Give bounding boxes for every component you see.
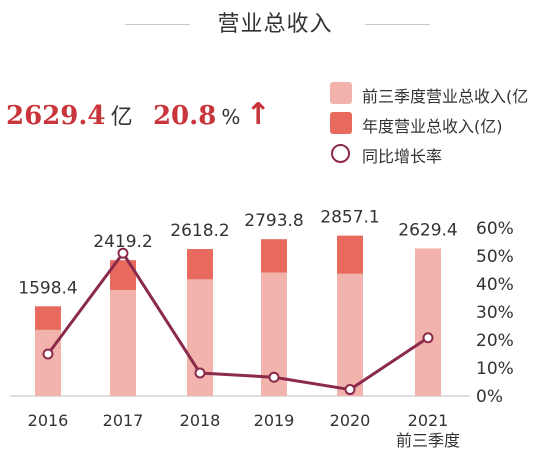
y2-tick-label: 0% bbox=[476, 387, 503, 407]
x-tick-label: 2021 bbox=[408, 411, 449, 430]
growth-rate-point bbox=[422, 332, 434, 344]
growth-rate-point bbox=[344, 384, 356, 396]
bar-value-label: 2793.8 bbox=[244, 211, 303, 231]
x-tick-label: 前三季度 bbox=[396, 431, 460, 450]
headline-revenue-value: 2629.4 bbox=[6, 101, 106, 131]
title-divider-right bbox=[365, 24, 430, 25]
growth-rate-point bbox=[42, 348, 54, 360]
x-tick-label: 2018 bbox=[180, 411, 221, 430]
y2-tick-label: 30% bbox=[476, 303, 514, 323]
title-divider-left bbox=[125, 24, 190, 25]
bar-value-label: 2419.2 bbox=[93, 232, 152, 252]
y2-tick-label: 60% bbox=[476, 219, 514, 239]
headline-revenue-unit: 亿 bbox=[110, 105, 133, 130]
x-tick-label: 2019 bbox=[254, 411, 295, 430]
bar-value-label: 2629.4 bbox=[398, 220, 457, 240]
bar-value-label: 2857.1 bbox=[320, 208, 379, 228]
y2-tick-label: 10% bbox=[476, 359, 514, 379]
bar-q3-revenue bbox=[415, 248, 441, 396]
y2-tick-label: 40% bbox=[476, 275, 514, 295]
bar-q3-revenue bbox=[110, 289, 136, 396]
legend-label-growth-rate: 同比增长率 bbox=[362, 147, 443, 166]
bar-value-label: 1598.4 bbox=[18, 278, 77, 298]
legend-swatch-q3-revenue bbox=[330, 82, 352, 104]
y2-tick-label: 50% bbox=[476, 247, 514, 267]
growth-rate-point bbox=[117, 247, 129, 259]
legend-label-annual-revenue: 年度营业总收入(亿) bbox=[362, 117, 503, 136]
growth-rate-point bbox=[268, 371, 280, 383]
chart-header: 营业总收入 bbox=[0, 0, 550, 50]
y2-tick-label: 20% bbox=[476, 331, 514, 351]
legend-swatch-annual-revenue bbox=[330, 112, 352, 134]
bar-value-label: 2618.2 bbox=[170, 221, 229, 241]
headline-growth-unit: % bbox=[221, 105, 241, 129]
legend-label-q3-revenue: 前三季度营业总收入(亿 bbox=[362, 87, 529, 106]
headline-summary: 2629.4 亿 20.8 % ↑ bbox=[6, 97, 271, 137]
chart-title: 营业总收入 bbox=[217, 12, 333, 37]
x-tick-label: 2020 bbox=[330, 411, 371, 430]
up-arrow-icon: ↑ bbox=[245, 97, 271, 132]
x-tick-label: 2016 bbox=[28, 411, 69, 430]
x-tick-label: 2017 bbox=[103, 411, 144, 430]
growth-rate-point bbox=[194, 367, 206, 379]
growth-rate-line bbox=[46, 251, 429, 392]
bar-q3-revenue bbox=[337, 273, 363, 396]
headline-growth-value: 20.8 bbox=[152, 101, 217, 131]
legend-marker-growth-rate bbox=[331, 144, 350, 163]
